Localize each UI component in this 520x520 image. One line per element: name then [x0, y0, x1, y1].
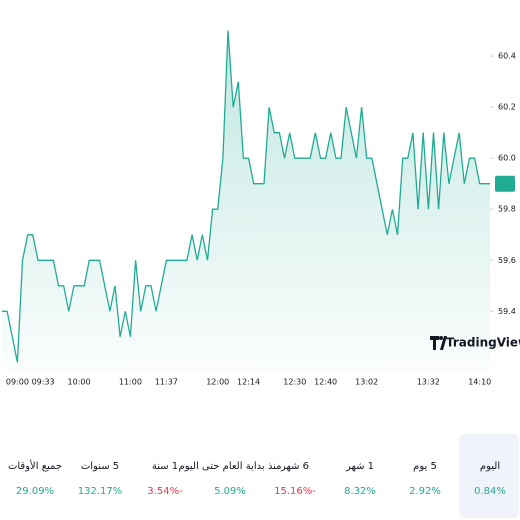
x-tick-label: 13:02 [355, 378, 378, 387]
y-tick-label: 60.0 [498, 154, 516, 163]
period-change: 0.84% [474, 486, 506, 497]
period-change: 15.16%- [274, 486, 316, 497]
period-label: 1 سنة [152, 461, 178, 472]
selected-tab [459, 434, 519, 518]
period-change: 132.17% [78, 486, 123, 497]
period-tab[interactable] [135, 436, 195, 516]
x-tick-label: 14:10 [468, 378, 491, 387]
period-label: 5 سنوات [81, 461, 119, 472]
period-label: 1 شهر [345, 461, 374, 472]
logo-dot [439, 336, 443, 340]
x-tick-label: 09:00 [6, 378, 29, 387]
x-tick-label: 12:00 [206, 378, 229, 387]
last-value-tag [495, 175, 515, 192]
period-label: 6 شهر [280, 461, 309, 472]
y-tick-label: 60.4 [498, 52, 516, 61]
x-tick-label: 10:00 [68, 378, 91, 387]
period-change: 3.54%- [147, 486, 183, 497]
logo: TradingView [430, 336, 520, 350]
period-tabs: اليوم 0.84% 5 يوم 2.92% 1 شهر 8.32% 6 شهر 15.16… [5, 434, 520, 518]
area [2, 30, 490, 370]
x-tick-label: 12:30 [283, 378, 306, 387]
x-tick-label: 09:33 [32, 378, 55, 387]
y-tick-label: 59.8 [498, 205, 516, 214]
period-label: جميع الأوقات [8, 459, 62, 472]
period-change: 5.09% [214, 486, 246, 497]
x-tick-label: 13:32 [417, 378, 440, 387]
period-label: منذ بداية العام حتى اليوم [179, 461, 282, 472]
period-tab[interactable] [5, 436, 65, 516]
period-change: 8.32% [344, 486, 376, 497]
period-tab[interactable] [70, 436, 130, 516]
period-change: 29.09% [16, 486, 54, 497]
x-tick-label: 12:40 [314, 378, 337, 387]
period-tab[interactable] [330, 436, 390, 516]
period-tab[interactable] [395, 436, 455, 516]
period-tab[interactable] [265, 436, 325, 516]
period-label: اليوم [480, 461, 500, 472]
x-tick-label: 11:37 [155, 378, 178, 387]
period-tab[interactable] [460, 436, 520, 516]
y-tick-label: 59.4 [498, 307, 516, 316]
x-tick-label: 12:14 [237, 378, 260, 387]
period-tab[interactable] [200, 436, 260, 516]
y-tick-label: 59.6 [498, 256, 516, 265]
period-change: 2.92% [409, 486, 441, 497]
x-tick-label: 11:00 [119, 378, 142, 387]
y-tick-label: 60.2 [498, 103, 516, 112]
logo-text: TradingView [446, 336, 520, 350]
logo-mark [430, 336, 447, 350]
period-label: 5 يوم [413, 461, 437, 472]
